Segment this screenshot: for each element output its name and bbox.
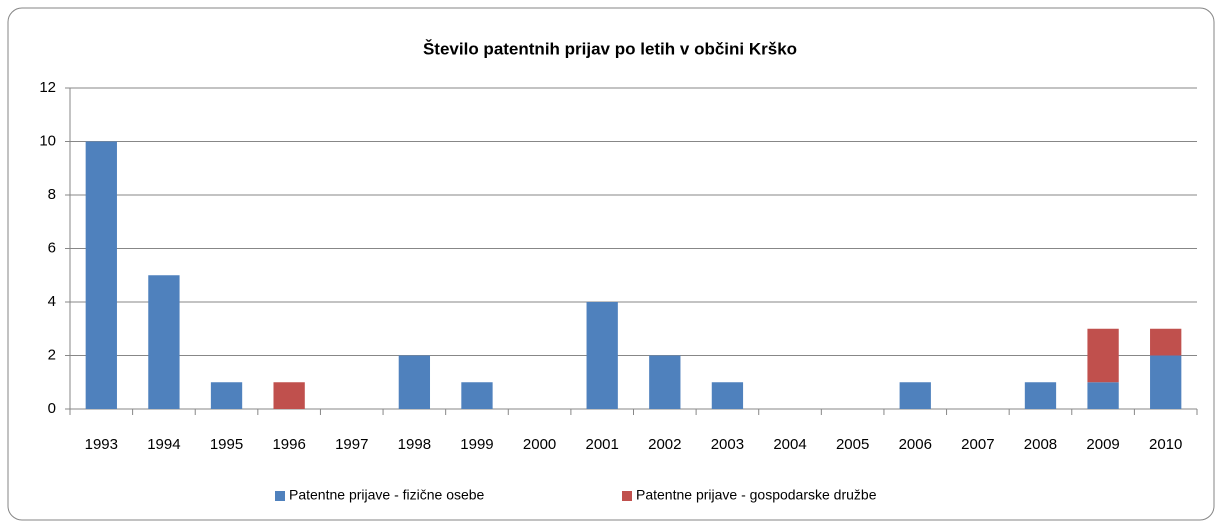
bar [1150, 328, 1182, 356]
y-tick-label: 12 [39, 79, 56, 96]
legend-label: Patentne prijave - gospodarske družbe [636, 487, 877, 503]
bar [273, 382, 305, 409]
bar [1087, 382, 1119, 409]
y-tick-label: 4 [48, 293, 56, 310]
x-tick-label: 1999 [460, 436, 493, 453]
bar [711, 382, 744, 409]
bar [210, 382, 243, 409]
legend-label: Patentne prijave - fizične osebe [289, 487, 485, 503]
x-tick-label: 1993 [85, 436, 118, 453]
bar [649, 355, 681, 409]
x-tick-label: 2006 [899, 436, 932, 453]
x-tick-label: 2007 [961, 436, 994, 453]
bar [85, 141, 117, 409]
legend-swatch [275, 491, 285, 501]
bar [586, 302, 618, 409]
x-tick-label: 1996 [272, 436, 305, 453]
x-tick-label: 1998 [398, 436, 431, 453]
x-tick-label: 2001 [586, 436, 619, 453]
y-tick-label: 8 [48, 186, 56, 203]
x-tick-label: 2002 [648, 436, 681, 453]
x-tick-label: 2003 [711, 436, 744, 453]
x-tick-label: 1995 [210, 436, 243, 453]
legend-swatch [622, 491, 632, 501]
x-tick-label: 2004 [773, 436, 806, 453]
chart-title: Število patentnih prijav po letih v obči… [423, 39, 797, 58]
x-tick-label: 1997 [335, 436, 368, 453]
bar [398, 355, 431, 409]
x-tick-label: 2000 [523, 436, 556, 453]
y-tick-label: 2 [48, 346, 56, 363]
x-tick-label: 2008 [1024, 436, 1057, 453]
x-tick-label: 2010 [1149, 436, 1182, 453]
bar [1024, 382, 1057, 409]
x-tick-label: 2009 [1086, 436, 1119, 453]
bar [899, 382, 931, 409]
bar [1087, 328, 1119, 383]
x-tick-label: 1994 [147, 436, 180, 453]
x-tick-label: 2005 [836, 436, 869, 453]
bar [148, 275, 180, 409]
bar [461, 382, 493, 409]
y-tick-label: 6 [48, 239, 56, 256]
y-tick-label: 0 [48, 400, 56, 417]
y-tick-label: 10 [39, 132, 56, 149]
bar [1150, 355, 1182, 409]
